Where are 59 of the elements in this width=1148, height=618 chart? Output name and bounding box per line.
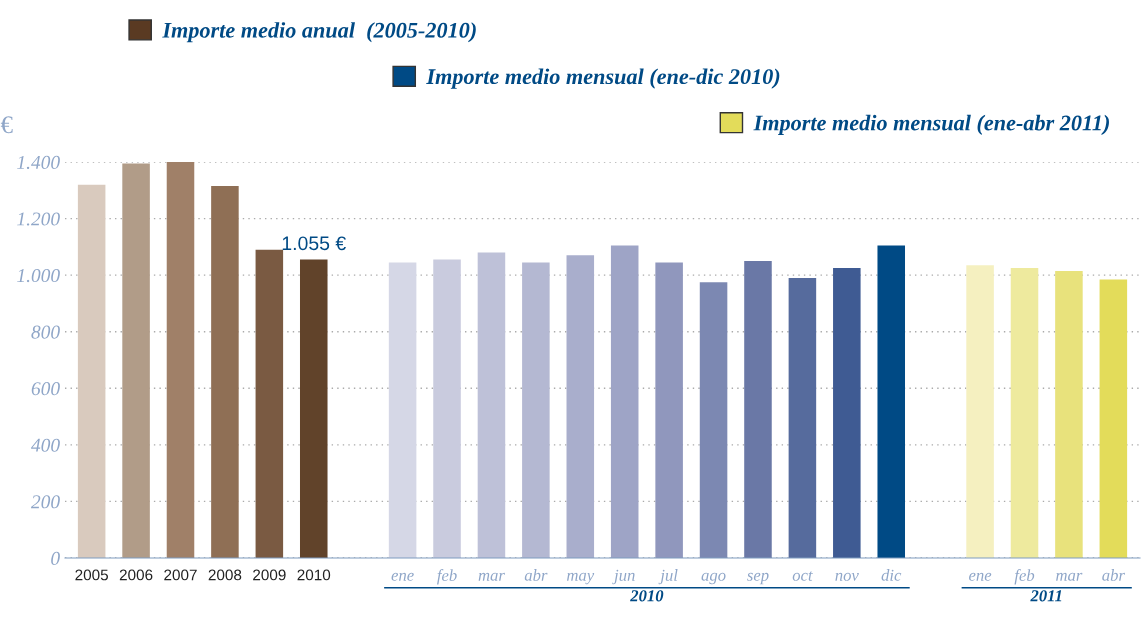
x-tick-label: feb (437, 569, 457, 585)
bar (655, 262, 683, 558)
x-tick-label: ene (969, 572, 992, 581)
legend-label: Importe medio mensual (ene-abr 2011) (753, 114, 1109, 135)
bar (699, 282, 728, 558)
bar (1010, 268, 1039, 558)
y-tick-label: 1.400 (17, 155, 60, 170)
x-tick-label: mar (478, 572, 505, 581)
y-tick-label: 200 (30, 495, 60, 509)
legend-label: Importe medio anual (2005-2010) (162, 22, 476, 43)
x-tick-label: nov (835, 572, 859, 581)
bar (877, 245, 906, 558)
bar (744, 261, 772, 558)
bar (166, 162, 195, 558)
x-tick-label: abr (524, 569, 548, 581)
x-tick-label: 2005 (75, 569, 109, 581)
x-tick-label: ene (391, 572, 414, 581)
x-tick-label: ago (701, 572, 726, 585)
x-tick-label: sep (747, 572, 769, 585)
legend-label: Importe medio mensual (ene-dic 2010) (426, 68, 780, 89)
y-tick-label: 400 (31, 438, 60, 452)
y-tick-label: 0 (51, 551, 60, 565)
text: 2010 (630, 590, 664, 602)
x-tick-label: dic (881, 569, 902, 581)
y-tick-label: 800 (31, 325, 60, 339)
y-tick-label: 1.000 (17, 268, 60, 283)
bar (833, 268, 861, 558)
bar (211, 186, 239, 558)
x-tick-label: 2007 (164, 569, 197, 581)
x-tick-label: mar (1056, 572, 1083, 581)
x-tick-label: may (567, 572, 595, 585)
x-tick-label: 2006 (119, 569, 153, 581)
x-tick-label: abr (1102, 569, 1125, 581)
bar (566, 255, 595, 558)
y-axis-title: € (0, 116, 13, 134)
bar (1055, 270, 1083, 558)
x-tick-label: 2008 (208, 569, 242, 581)
bar (388, 262, 417, 558)
bar (966, 265, 994, 558)
bar (477, 252, 506, 558)
x-tick-label: oct (792, 571, 813, 581)
x-tick-label: jun (612, 569, 635, 585)
x-tick-label: 2009 (253, 569, 286, 581)
bar (255, 249, 284, 558)
bar (522, 262, 550, 558)
bar (77, 184, 106, 558)
y-tick-label: 600 (31, 382, 60, 396)
x-tick-label: jul (658, 569, 678, 585)
bar (299, 259, 328, 558)
bar (788, 277, 817, 558)
bar (1099, 279, 1128, 558)
text: 2011 (1030, 590, 1062, 602)
bar (122, 163, 150, 558)
data-label: 1.055 € (282, 236, 346, 251)
bar (433, 259, 461, 558)
y-tick-label: 1.200 (17, 212, 60, 226)
x-tick-label: 2010 (297, 569, 331, 581)
bar (610, 245, 639, 558)
x-tick-label: feb (1014, 569, 1035, 585)
